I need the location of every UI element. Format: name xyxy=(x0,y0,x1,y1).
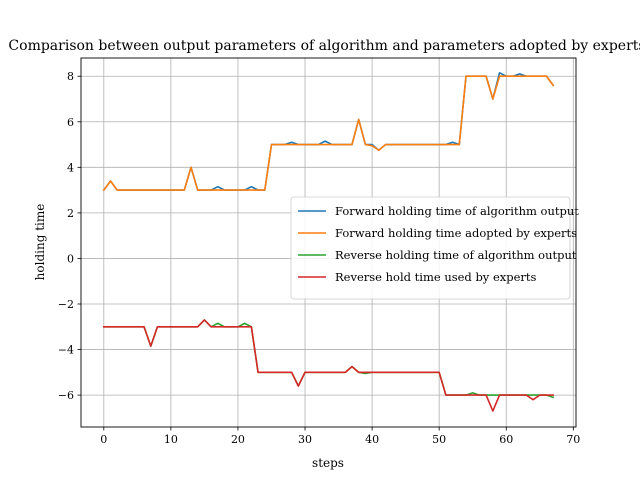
x-tick-label: 30 xyxy=(298,433,312,446)
y-tick-label: 4 xyxy=(67,161,74,174)
y-tick-label: −6 xyxy=(58,389,74,402)
legend: Forward holding time of algorithm output… xyxy=(290,196,579,300)
x-tick-label: 60 xyxy=(499,433,513,446)
y-tick-label: 2 xyxy=(67,207,74,220)
x-axis-label: steps xyxy=(312,456,344,470)
y-tick-label: 6 xyxy=(67,116,74,129)
y-axis-label: holding time xyxy=(33,204,47,281)
x-tick-label: 50 xyxy=(432,433,446,446)
x-tick-label: 10 xyxy=(164,433,178,446)
x-tick-label: 40 xyxy=(365,433,379,446)
legend-label: Forward holding time of algorithm output xyxy=(335,204,579,218)
x-tick-label: 0 xyxy=(100,433,107,446)
x-tick-label: 70 xyxy=(566,433,580,446)
y-tick-label: 8 xyxy=(67,70,74,83)
y-tick-label: 0 xyxy=(67,252,74,265)
legend-label: Reverse holding time of algorithm output xyxy=(335,248,577,262)
axis-ticks: 0 10 20 30 40 50 60 70 −6 −4 −2 0 2 4 6 8 xyxy=(58,70,581,446)
y-tick-label: −4 xyxy=(58,344,74,357)
y-tick-label: −2 xyxy=(58,298,74,311)
legend-label: Reverse hold time used by experts xyxy=(335,270,537,284)
series-line-4 xyxy=(103,319,555,412)
plot-frame xyxy=(80,57,577,428)
legend-box xyxy=(290,196,571,300)
grid-lines xyxy=(81,58,576,427)
chart-title: Comparison between output parameters of … xyxy=(8,38,640,54)
series-line-2 xyxy=(102,75,555,192)
series-layer xyxy=(102,72,555,412)
x-tick-label: 20 xyxy=(231,433,245,446)
legend-label: Forward holding time adopted by experts xyxy=(335,226,577,240)
